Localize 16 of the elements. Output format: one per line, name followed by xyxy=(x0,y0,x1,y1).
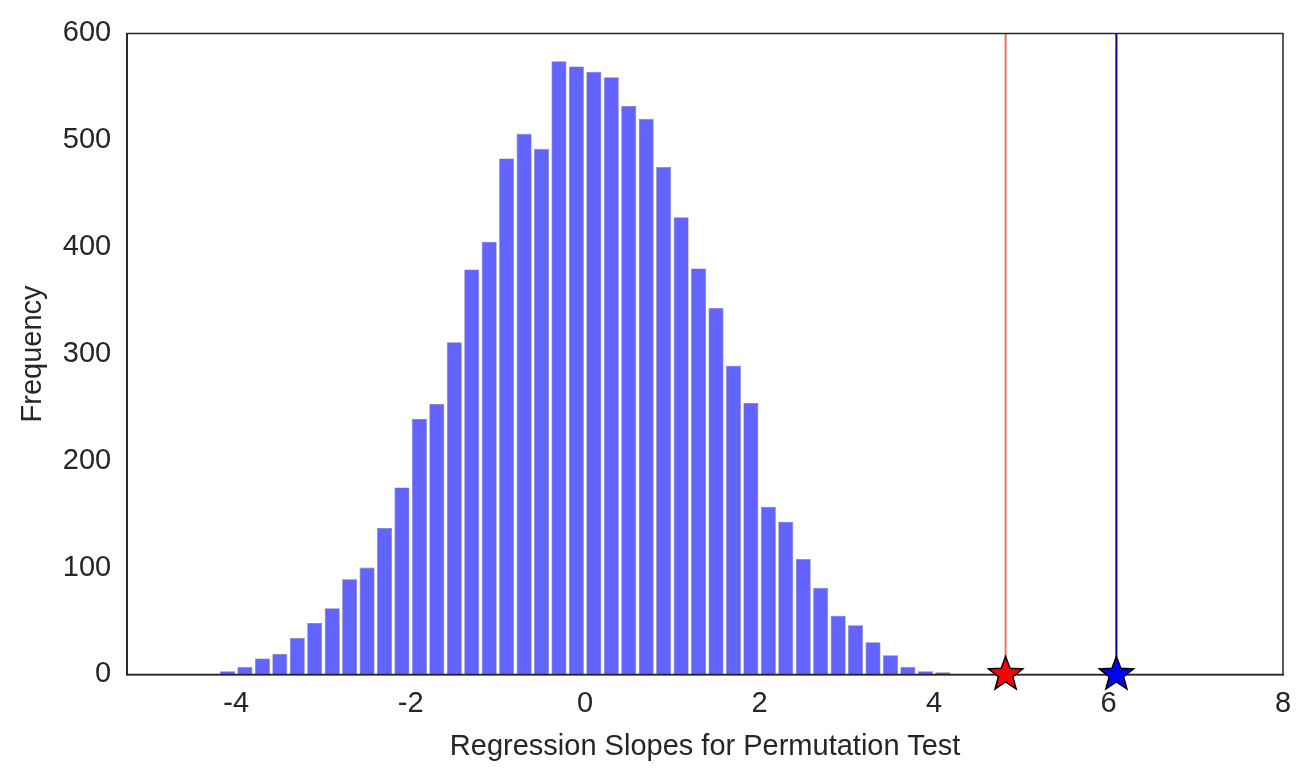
y-tick-label: 100 xyxy=(62,549,112,582)
x-tick-label: -2 xyxy=(397,685,424,718)
x-axis-title: Regression Slopes for Permutation Test xyxy=(449,728,961,761)
x-tick-label: 0 xyxy=(577,685,594,718)
x-tick-label: -4 xyxy=(223,685,250,718)
y-axis-title: Frequency xyxy=(15,284,48,423)
y-tick-label: 500 xyxy=(62,122,112,155)
x-tick-label: 2 xyxy=(751,685,768,718)
y-tick-label: 600 xyxy=(62,15,112,48)
x-tick-label: 6 xyxy=(1100,685,1117,718)
y-tick-label: 0 xyxy=(95,656,112,689)
y-tick-label: 300 xyxy=(62,335,112,368)
x-tick-label: 8 xyxy=(1274,685,1292,718)
y-tick-label: 200 xyxy=(62,442,112,475)
y-tick-label: 400 xyxy=(62,229,112,262)
x-tick-label: 4 xyxy=(926,685,943,718)
